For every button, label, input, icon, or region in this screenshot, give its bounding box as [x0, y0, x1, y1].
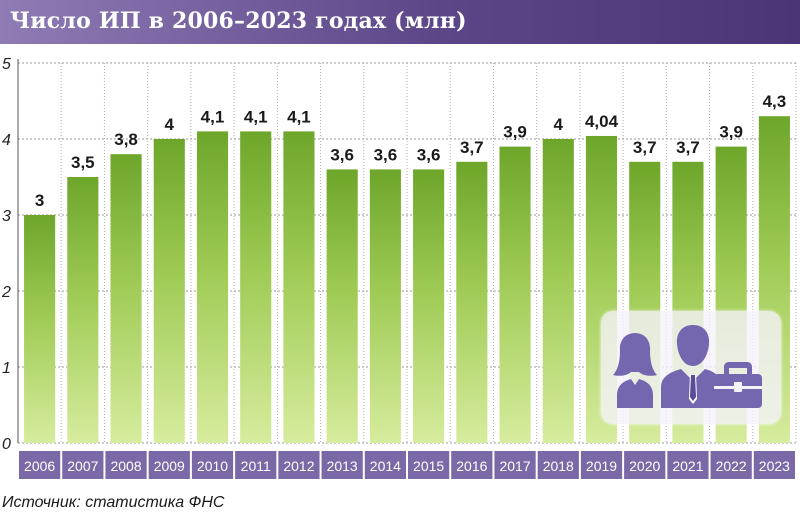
bar [153, 139, 185, 443]
x-tick-label: 2013 [327, 458, 358, 474]
bar [326, 169, 358, 443]
x-tick-label: 2021 [672, 458, 703, 474]
x-tick-label: 2018 [543, 458, 574, 474]
bar [413, 169, 445, 443]
people-icon [613, 325, 721, 408]
bar [369, 169, 401, 443]
year-cell [148, 451, 190, 479]
year-cell [451, 451, 493, 479]
data-label: 3,7 [676, 138, 700, 157]
y-axis: 0 1 2 3 4 5 [1, 56, 19, 453]
data-label: 4 [165, 115, 175, 134]
y-tick-label: 5 [2, 56, 11, 73]
data-label: 4,1 [201, 107, 225, 126]
data-label: 3,5 [71, 153, 95, 172]
x-tick-label: 2017 [499, 458, 530, 474]
y-tick-label: 3 [2, 208, 11, 225]
x-tick-label: 2011 [241, 458, 271, 474]
bar [67, 177, 99, 443]
x-tick-label: 2010 [197, 458, 228, 474]
year-cell [753, 451, 795, 479]
bar [542, 139, 574, 443]
y-tick-label: 2 [1, 284, 11, 301]
value-labels: 3 3,5 3,8 4 4,1 4,1 4,1 3,6 3,6 3,6 3,7 3,9 4 4,04 3,7… [35, 92, 786, 210]
data-label: 3,8 [114, 130, 138, 149]
bar [196, 131, 229, 443]
year-cell [580, 451, 623, 479]
y-tick-label: 1 [2, 360, 11, 377]
data-label: 3 [35, 191, 44, 210]
bar [499, 146, 531, 443]
data-label: 4,1 [287, 107, 311, 126]
data-label: 3,6 [374, 145, 398, 164]
data-label: 4,04 [585, 112, 619, 131]
data-label: 3,6 [417, 145, 441, 164]
bar [110, 154, 142, 443]
bar [240, 131, 272, 443]
data-label: 4,3 [763, 92, 787, 111]
year-cell [278, 451, 320, 479]
bar [24, 215, 56, 443]
x-tick-label: 2007 [67, 458, 98, 474]
year-cell [321, 451, 363, 479]
data-label: 3,7 [460, 138, 484, 157]
data-label: 3,9 [503, 123, 527, 142]
x-tick-label: 2020 [629, 458, 660, 474]
x-axis: 2006 2007 2008 2009 2010 2011 2012 2013 2014 2015… [19, 451, 795, 479]
year-cell [19, 451, 61, 479]
x-tick-label: 2016 [456, 458, 487, 474]
year-cell [624, 451, 666, 479]
x-tick-label: 2014 [370, 458, 401, 474]
y-tick-label: 4 [2, 132, 11, 149]
data-label: 3,7 [633, 138, 657, 157]
entrepreneurs-badge [601, 311, 781, 424]
year-cell [105, 451, 147, 479]
x-tick-label: 2019 [586, 458, 617, 474]
year-cell [494, 451, 536, 479]
x-tick-label: 2015 [413, 458, 444, 474]
year-cell [537, 451, 579, 479]
x-tick-label: 2012 [283, 458, 314, 474]
x-tick-label: 2008 [110, 458, 141, 474]
x-tick-label: 2006 [24, 458, 55, 474]
grid [17, 62, 797, 444]
data-label: 3,9 [719, 123, 743, 142]
year-cell [710, 451, 752, 479]
x-tick-label: 2023 [759, 458, 790, 474]
chart-title: Число ИП в 2006–2023 годах (млн) [10, 8, 467, 34]
year-cell [235, 451, 277, 479]
data-label: 4,1 [244, 107, 268, 126]
data-label: 3,6 [330, 145, 354, 164]
x-tick-label: 2009 [154, 458, 185, 474]
title-bar: Число ИП в 2006–2023 годах (млн) [0, 0, 800, 44]
year-cell [408, 451, 450, 479]
year-cell [667, 451, 709, 479]
year-cell [191, 451, 234, 479]
briefcase-icon [714, 362, 762, 408]
bar [456, 161, 488, 444]
data-label: 4 [554, 115, 564, 134]
bar [283, 131, 315, 443]
year-cell [62, 451, 104, 479]
y-tick-label: 0 [2, 436, 11, 453]
year-cell [364, 451, 406, 479]
source-note: Источник: статистика ФНС [2, 494, 225, 511]
x-tick-label: 2022 [716, 458, 747, 474]
